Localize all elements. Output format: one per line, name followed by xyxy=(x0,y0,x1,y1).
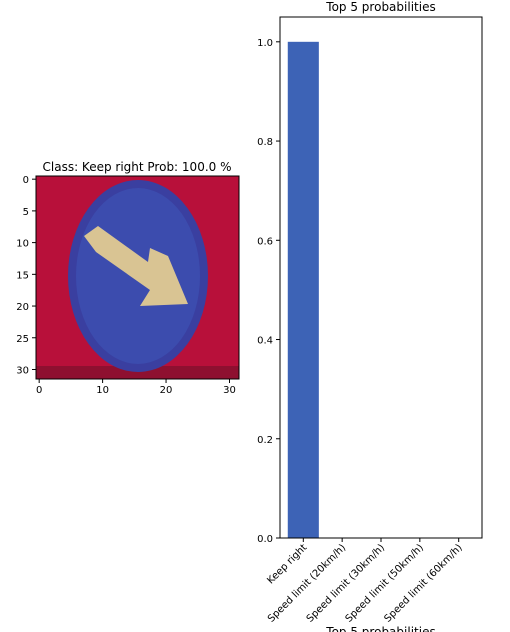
image-title: Class: Keep right Prob: 100.0 % xyxy=(43,160,232,174)
x-axis-label: Top 5 probabilities xyxy=(325,625,435,632)
y-tick-label: 0 xyxy=(23,175,29,186)
y-tick-label: 20 xyxy=(16,302,29,313)
y-tick-label: 15 xyxy=(16,270,29,281)
y-tick-label: 10 xyxy=(16,239,29,250)
y-tick-label: 0.2 xyxy=(257,435,273,446)
bar xyxy=(287,41,319,539)
y-tick-label: 25 xyxy=(16,334,29,345)
sign-arrow xyxy=(84,226,188,306)
y-tick-label: 30 xyxy=(16,365,29,376)
y-tick-label: 0.6 xyxy=(257,236,273,247)
axes-frame xyxy=(35,175,240,380)
x-tick-label: 30 xyxy=(223,385,236,396)
x-tick-label: Speed limit (30km/h) xyxy=(305,542,387,624)
sign-image xyxy=(36,176,239,379)
x-tick-label: Speed limit (50km/h) xyxy=(344,542,426,624)
bar-title: Top 5 probabilities xyxy=(325,0,435,14)
y-tick-label: 0.4 xyxy=(257,336,273,347)
y-tick-label: 5 xyxy=(23,207,29,218)
y-tick-label: 0.0 xyxy=(257,534,273,545)
x-tick-label: 20 xyxy=(160,385,173,396)
x-tick-label: Speed limit (60km/h) xyxy=(382,542,464,624)
x-tick-label: 0 xyxy=(36,385,42,396)
axes-frame xyxy=(279,16,483,539)
image-shadow xyxy=(36,366,239,379)
y-tick-label: 0.8 xyxy=(257,137,273,148)
y-tick-label: 1.0 xyxy=(257,38,273,49)
x-tick-label: Speed limit (20km/h) xyxy=(266,542,348,624)
x-tick-label: 10 xyxy=(96,385,109,396)
